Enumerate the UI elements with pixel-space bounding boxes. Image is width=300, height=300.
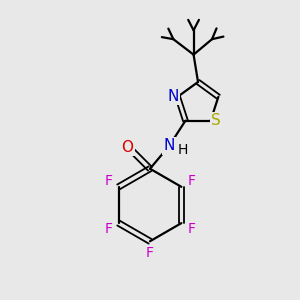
Text: F: F [104,174,112,188]
Text: F: F [104,222,112,236]
Text: F: F [188,174,196,188]
Text: N: N [167,89,179,104]
Text: H: H [177,143,188,158]
Text: F: F [188,222,196,236]
Text: F: F [146,246,154,260]
Text: N: N [164,139,175,154]
Text: S: S [211,113,221,128]
Text: O: O [122,140,134,155]
